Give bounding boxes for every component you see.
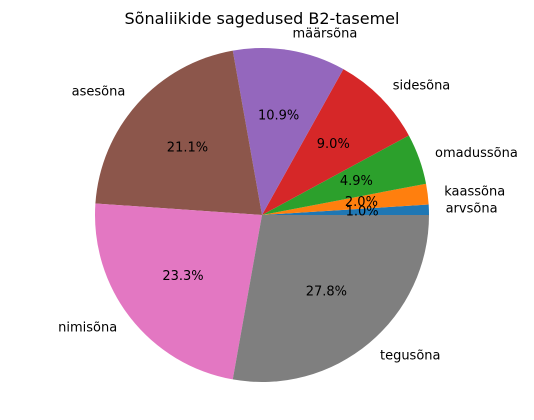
slice-percent-arvsona: 1.0% <box>346 204 379 219</box>
slice-label-tegusona: tegusõna <box>380 348 441 363</box>
slice-label-arvsona: arvsõna <box>446 202 498 217</box>
slice-percent-maarsona: 10.9% <box>258 109 299 124</box>
slice-percent-omadussona: 4.9% <box>340 174 373 189</box>
slice-percent-tegusona: 27.8% <box>306 284 347 299</box>
pie-slice-sidesona <box>262 69 409 216</box>
pie-slice-kaassona <box>262 183 429 215</box>
pie-slice-nimisona <box>95 203 262 380</box>
pie-slice-arvsona <box>262 204 430 215</box>
slice-percent-sidesona: 9.0% <box>317 137 350 152</box>
pie-labels: arvsõna 1.0% kaassõna 2.0% omadussõna 4.9% sid… <box>58 26 518 363</box>
pie-slice-tegusona <box>232 215 429 382</box>
pie-slice-omadussona <box>262 135 427 215</box>
pie-slice-asesona <box>95 50 262 215</box>
slice-label-omadussona: omadussõna <box>435 146 518 161</box>
pie-slice-maarsona <box>232 47 344 216</box>
slice-percent-nimisona: 23.3% <box>162 269 203 284</box>
pie-slices <box>95 47 430 382</box>
slice-percent-asesona: 21.1% <box>167 141 208 156</box>
chart-title: Sõnaliikide sagedused B2-tasemel <box>125 9 400 28</box>
slice-percent-kaassona: 2.0% <box>345 195 378 210</box>
slice-label-kaassona: kaassõna <box>444 184 505 199</box>
slice-label-nimisona: nimisõna <box>58 321 117 336</box>
slice-label-asesona: asesõna <box>72 85 126 100</box>
slice-label-sidesona: sidesõna <box>393 78 451 93</box>
slice-label-maarsona: määrsõna <box>292 26 357 41</box>
